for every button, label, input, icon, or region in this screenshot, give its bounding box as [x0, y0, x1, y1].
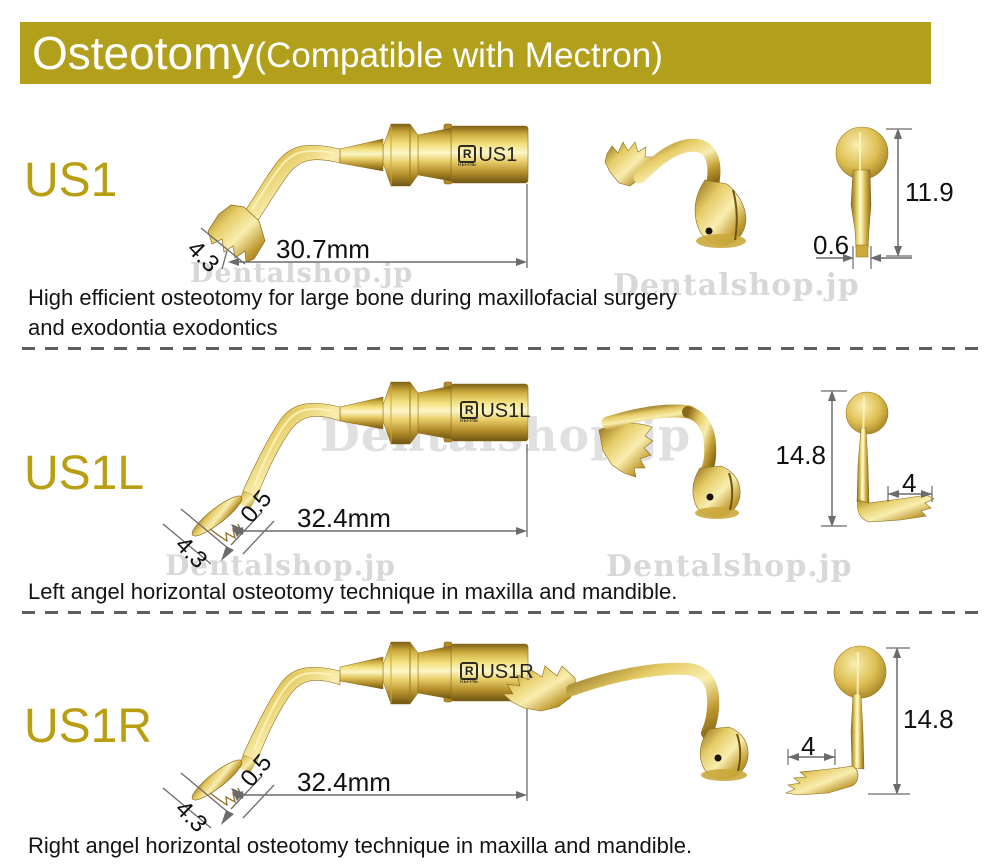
dim-length-us1r: 32.4mm: [297, 767, 391, 797]
dim-length-us1l: 32.4mm: [297, 503, 391, 533]
watermark: Dentalshop.jp: [606, 549, 853, 584]
watermark: Dentalshop.jp: [165, 549, 396, 582]
us1r-angled-view: [502, 662, 749, 781]
us1l-front-view: [845, 391, 935, 523]
product-name-us1l: US1L: [24, 447, 145, 500]
watermark: Dentalshop.jp: [613, 268, 860, 303]
us1-front-dimension-lines: [816, 128, 912, 269]
product-name-us1r: US1R: [24, 700, 153, 753]
us1-angled-view: [604, 138, 747, 248]
tip-engraving-us1: R REFINE US1: [458, 144, 518, 168]
dim-height-us1r: 14.8: [903, 704, 954, 734]
r-logo: R REFINE: [460, 662, 479, 685]
dim-height-us1l: 14.8: [775, 440, 826, 470]
tip-engraving-us1l: R REFINE US1L: [460, 400, 531, 424]
us1-dimension-lines: [200, 184, 528, 270]
product-name-us1: US1: [24, 154, 118, 207]
category-banner: Osteotomy (Compatible with Mectron): [20, 22, 931, 84]
dim-foot-us1l: 4: [902, 468, 917, 498]
us1r-front-view: [784, 645, 887, 796]
us1l-front-dimension-lines: [821, 390, 933, 527]
category-subtitle: (Compatible with Mectron): [254, 35, 663, 75]
dim-length-us1: 30.7mm: [276, 234, 370, 264]
r-logo: R REFINE: [460, 401, 479, 424]
watermark: Dentalshop.jp: [190, 258, 414, 289]
us1l-angled-view: [598, 404, 741, 519]
dim-edge-width-us1: 0.6: [813, 230, 850, 260]
tip-engraving-us1r: R REFINE US1R: [460, 661, 534, 685]
product-description-us1: High efficient osteotomy for large bone …: [28, 285, 677, 340]
category-title: Osteotomy: [32, 27, 255, 79]
dashed-separator: [22, 611, 988, 614]
us1r-front-dimension-lines: [787, 647, 910, 795]
dashed-separator: [22, 347, 988, 350]
product-description-us1r: Right angel horizontal osteotomy techniq…: [28, 833, 693, 858]
us1-front-view: [835, 126, 889, 258]
product-description-us1l: Left angel horizontal osteotomy techniqu…: [28, 579, 678, 604]
us1-side-view: [207, 123, 529, 263]
r-logo: R REFINE: [458, 145, 477, 168]
dim-height-us1: 11.9: [905, 177, 954, 207]
dim-foot-us1r: 4: [801, 731, 816, 761]
